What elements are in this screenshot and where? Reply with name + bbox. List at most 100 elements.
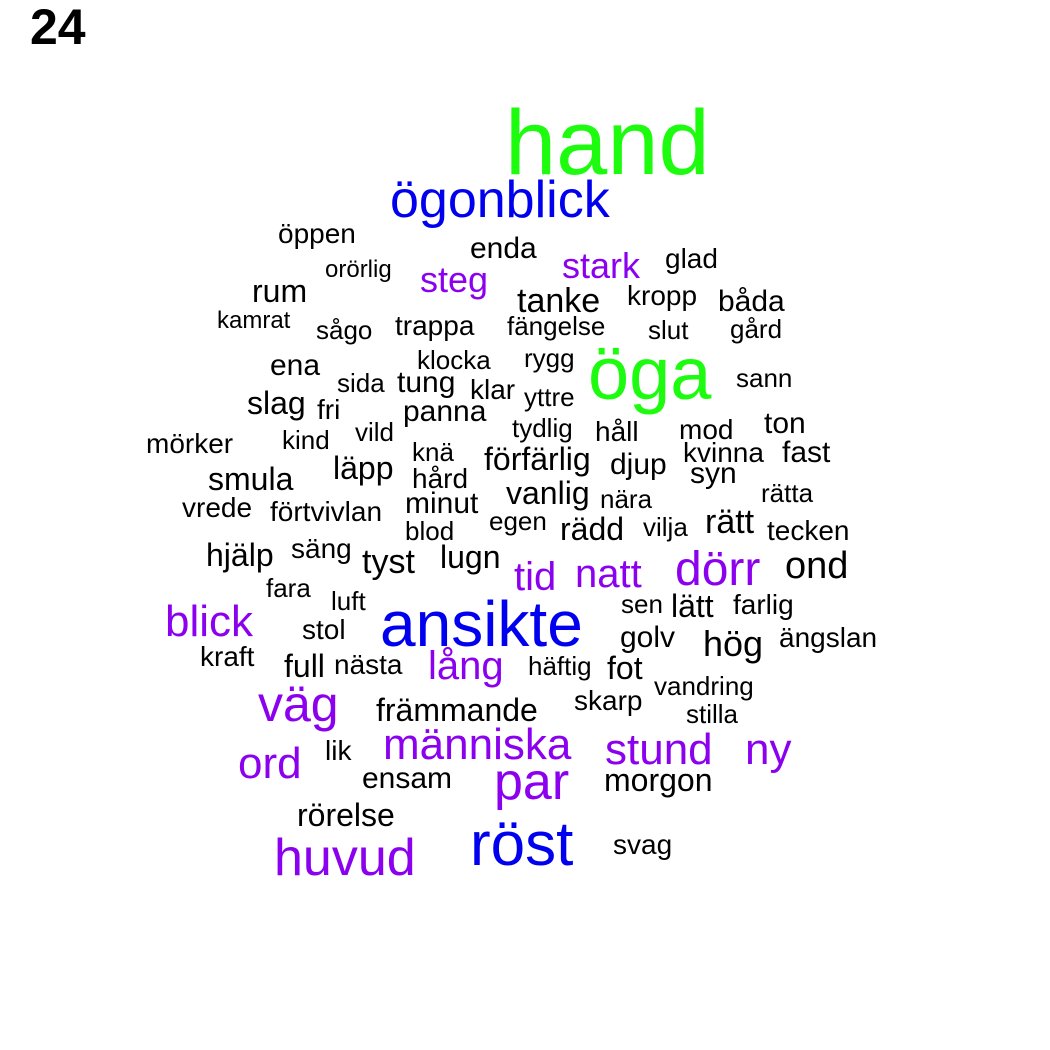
- word-ny: ny: [745, 725, 792, 774]
- word-bada: båda: [718, 285, 785, 318]
- word-rygg: rygg: [524, 343, 575, 373]
- word-hall: håll: [595, 416, 639, 447]
- word-ororlig: orörlig: [325, 256, 392, 283]
- word-oppen: öppen: [278, 218, 356, 249]
- word-full: full: [284, 648, 325, 684]
- word-nara: nära: [600, 484, 653, 514]
- word-golv: golv: [620, 621, 676, 654]
- word-stark: stark: [562, 245, 641, 286]
- word-slut: slut: [648, 315, 689, 345]
- word-skarp: skarp: [574, 685, 643, 716]
- word-luft: luft: [331, 586, 366, 616]
- word-ansikte: ansikte: [380, 588, 583, 660]
- word-vandring: vandring: [654, 671, 754, 701]
- word-lik: lik: [325, 735, 352, 766]
- word-vrede: vrede: [182, 492, 253, 523]
- word-lapp: läpp: [333, 450, 394, 486]
- word-yttre: yttre: [524, 382, 575, 412]
- word-dorr: dörr: [675, 543, 761, 596]
- word-slag: slag: [247, 385, 306, 421]
- word-ratta: rätta: [761, 478, 814, 508]
- word-ogonblick: ögonblick: [390, 171, 610, 229]
- word-ond: ond: [785, 545, 849, 587]
- word-frammande: främmande: [376, 692, 538, 728]
- word-ratt: rätt: [705, 503, 755, 541]
- word-ensam: ensam: [362, 762, 453, 795]
- word-hog: hög: [703, 623, 764, 664]
- word-djup: djup: [610, 448, 667, 481]
- word-nasta: nästa: [334, 649, 403, 680]
- word-vilja: vilja: [643, 512, 688, 542]
- word-vild: vild: [355, 417, 395, 447]
- word-fast: fast: [782, 436, 831, 469]
- word-stol: stol: [302, 614, 346, 645]
- word-rost: röst: [470, 810, 574, 879]
- word-egen: egen: [489, 506, 547, 536]
- word-klar: klar: [470, 374, 516, 405]
- word-smula: smula: [208, 461, 294, 497]
- word-haftig: häftig: [528, 651, 592, 681]
- word-huvud: huvud: [274, 829, 416, 887]
- word-mod: mod: [679, 414, 734, 445]
- word-fortvivlan: förtvivlan: [270, 496, 383, 527]
- word-syn: syn: [690, 457, 737, 490]
- word-manniska: människa: [383, 720, 572, 769]
- word-radd: rädd: [560, 511, 625, 547]
- word-morgon: morgon: [604, 762, 713, 798]
- word-rorelse: rörelse: [297, 797, 395, 833]
- word-morker: mörker: [146, 428, 234, 459]
- word-vanlig: vanlig: [506, 475, 590, 511]
- word-steg: steg: [420, 259, 489, 300]
- word-ord: ord: [238, 739, 302, 788]
- word-blick: blick: [165, 597, 254, 646]
- word-gard: gård: [730, 314, 783, 344]
- word-hjalp: hjälp: [206, 537, 274, 573]
- word-panna: panna: [403, 395, 487, 428]
- word-tyst: tyst: [362, 543, 415, 581]
- word-svag: svag: [613, 829, 673, 860]
- word-forfarlig: förfärlig: [484, 441, 591, 477]
- word-kvinna: kvinna: [683, 437, 764, 468]
- word-tanke: tanke: [517, 282, 601, 320]
- word-fangelse: fängelse: [507, 311, 606, 341]
- word-minut: minut: [405, 487, 479, 520]
- panel-number: 24: [30, 0, 86, 55]
- word-lugn: lugn: [440, 539, 501, 575]
- word-sago: sågo: [316, 315, 373, 345]
- word-sida: sida: [337, 368, 385, 398]
- word-blod: blod: [405, 516, 455, 546]
- word-sen: sen: [621, 589, 663, 619]
- word-lang: lång: [428, 644, 504, 688]
- word-fot: fot: [607, 650, 643, 686]
- word-kna: knä: [412, 437, 454, 467]
- word-kraft: kraft: [200, 641, 255, 672]
- word-stilla: stilla: [686, 699, 739, 729]
- word-hand: hand: [505, 92, 710, 194]
- word-tecken: tecken: [767, 515, 850, 546]
- word-kamrat: kamrat: [217, 307, 291, 334]
- word-kropp: kropp: [627, 280, 698, 311]
- word-sang: säng: [291, 533, 352, 564]
- word-fara: fara: [266, 573, 311, 603]
- word-tydlig: tydlig: [512, 413, 573, 443]
- word-tid: tid: [514, 555, 557, 599]
- word-kind: kind: [282, 425, 330, 455]
- word-angslan: ängslan: [779, 622, 878, 653]
- word-klocka: klocka: [417, 345, 491, 375]
- word-natt: natt: [575, 552, 642, 596]
- word-rum: rum: [252, 273, 308, 309]
- word-farlig: farlig: [733, 589, 794, 620]
- word-sann: sann: [736, 363, 793, 393]
- word-trappa: trappa: [395, 310, 475, 341]
- word-par: par: [494, 753, 570, 811]
- word-stund: stund: [605, 725, 713, 774]
- word-enda: enda: [470, 232, 537, 265]
- word-glad: glad: [665, 243, 718, 274]
- word-latt: lätt: [671, 588, 714, 624]
- word-fri: fri: [317, 394, 341, 425]
- word-oga: öga: [588, 332, 712, 415]
- word-hard: hård: [412, 463, 469, 494]
- word-ton: ton: [764, 407, 806, 440]
- word-tung: tung: [397, 366, 456, 399]
